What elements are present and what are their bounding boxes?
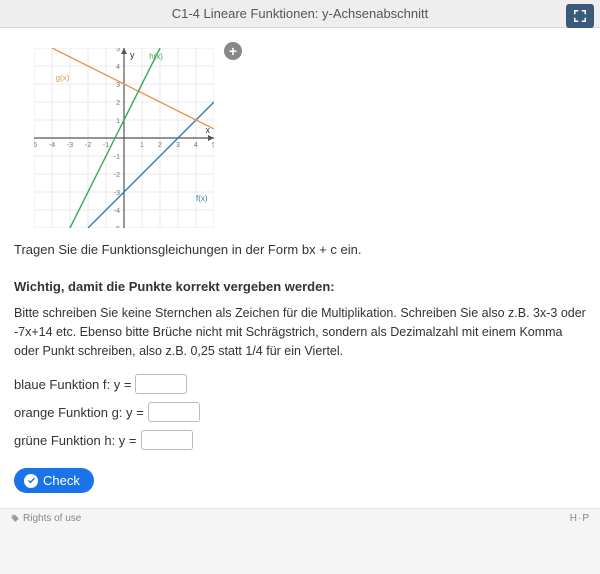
svg-text:-3: -3: [67, 142, 73, 149]
svg-text:h(x): h(x): [149, 52, 163, 61]
input-row-h: grüne Funktion h: y =: [14, 430, 586, 450]
content-area: + -5-4-3-2-112345-5-4-3-2-112345xyf(x)g(…: [0, 28, 600, 508]
linear-functions-chart: -5-4-3-2-112345-5-4-3-2-112345xyf(x)g(x)…: [34, 48, 214, 228]
svg-text:-1: -1: [114, 154, 120, 161]
svg-text:5: 5: [116, 48, 120, 53]
svg-text:-4: -4: [114, 208, 120, 215]
chart-container: + -5-4-3-2-112345-5-4-3-2-112345xyf(x)g(…: [34, 48, 586, 228]
label-g: orange Funktion g: y =: [14, 405, 144, 420]
svg-text:2: 2: [116, 100, 120, 107]
plus-icon: +: [229, 43, 237, 59]
svg-text:f(x): f(x): [196, 194, 208, 203]
tag-icon: [10, 514, 20, 524]
svg-text:-2: -2: [85, 142, 91, 149]
label-h: grüne Funktion h: y =: [14, 433, 137, 448]
fullscreen-icon: [573, 9, 587, 23]
input-f[interactable]: [135, 374, 187, 394]
input-h[interactable]: [141, 430, 193, 450]
label-f: blaue Funktion f: y =: [14, 377, 131, 392]
page-title: C1-4 Lineare Funktionen: y-Achsenabschni…: [172, 6, 429, 21]
input-row-g: orange Funktion g: y =: [14, 402, 586, 422]
zoom-button[interactable]: +: [224, 42, 242, 60]
input-row-f: blaue Funktion f: y =: [14, 374, 586, 394]
important-body: Bitte schreiben Sie keine Sternchen als …: [14, 304, 586, 360]
svg-text:1: 1: [140, 142, 144, 149]
svg-text:1: 1: [116, 118, 120, 125]
footer-bar: Rights of use H·P: [0, 508, 600, 528]
svg-text:3: 3: [176, 142, 180, 149]
svg-text:4: 4: [116, 64, 120, 71]
header-bar: C1-4 Lineare Funktionen: y-Achsenabschni…: [0, 0, 600, 28]
svg-text:y: y: [130, 50, 135, 60]
svg-text:-1: -1: [103, 142, 109, 149]
rights-link[interactable]: Rights of use: [10, 513, 81, 524]
svg-text:g(x): g(x): [56, 73, 70, 82]
svg-text:5: 5: [212, 142, 214, 149]
svg-text:4: 4: [194, 142, 198, 149]
check-button[interactable]: Check: [14, 468, 94, 493]
input-g[interactable]: [148, 402, 200, 422]
svg-text:-5: -5: [34, 142, 37, 149]
check-icon: [24, 474, 38, 488]
svg-text:-2: -2: [114, 172, 120, 179]
important-heading: Wichtig, damit die Punkte korrekt vergeb…: [14, 279, 586, 294]
svg-text:-4: -4: [49, 142, 55, 149]
svg-text:-5: -5: [114, 226, 120, 228]
fullscreen-button[interactable]: [566, 4, 594, 28]
svg-text:2: 2: [158, 142, 162, 149]
check-label: Check: [43, 473, 80, 488]
svg-text:3: 3: [116, 82, 120, 89]
h5p-logo: H·P: [570, 513, 590, 524]
instruction-text: Tragen Sie die Funktionsgleichungen in d…: [14, 242, 586, 257]
